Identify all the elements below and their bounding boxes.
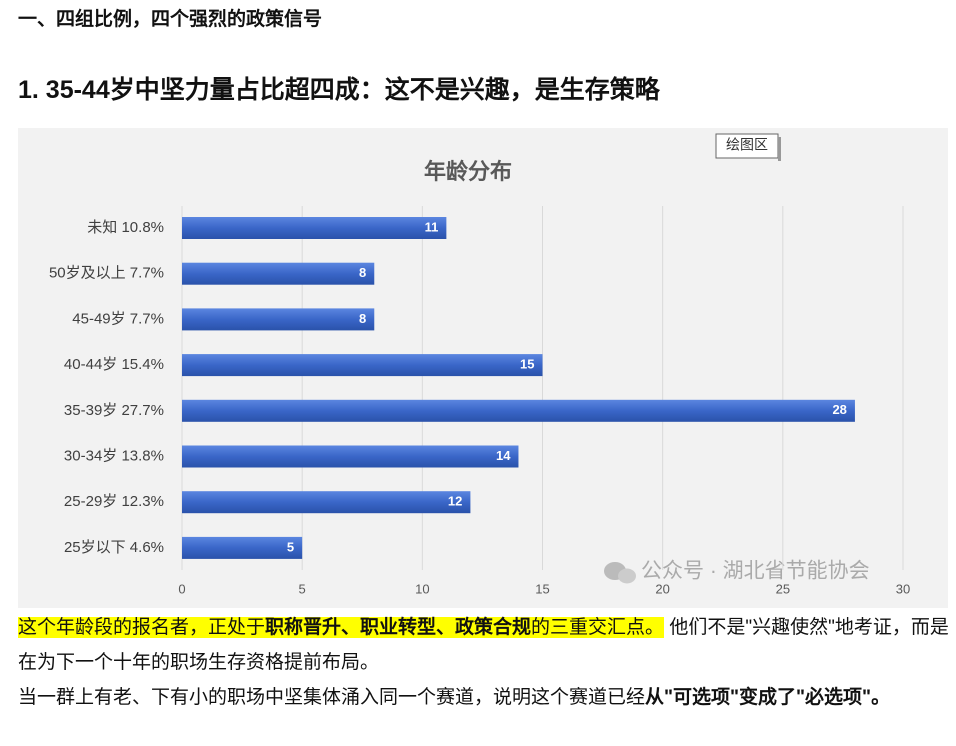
x-tick-label: 25 [776,581,790,596]
heading: 1. 35-44岁中坚力量占比超四成：这不是兴趣，是生存策略 [18,76,660,104]
y-tick-label: 40-44岁 15.4% [64,356,164,373]
value-label: 12 [448,494,462,509]
y-tick-label: 未知 10.8% [87,219,164,236]
bar [182,445,519,468]
x-tick-label: 15 [535,581,549,596]
y-tick-label: 35-39岁 27.7% [64,402,164,419]
value-label: 5 [287,539,294,554]
plot-area-label: 绘图区 [726,137,768,153]
value-label: 8 [359,311,366,326]
x-tick-label: 5 [299,581,306,596]
chart: 绘图区 年龄分布 公众号 · 湖北省节能协会 0 5 10 15 20 25 30 未知 10… [18,128,948,608]
text-run: 他们不是"兴趣使然"地考证，而是在为下一个十年的职场生存资格提前布局。 [18,617,949,673]
paragraph: 当一群上有老、下有小的职场中坚集体涌入同一个赛道，说明这个赛道已经从"可选项"变… [18,680,952,715]
y-tick-label: 25-29岁 12.3% [64,493,164,510]
section-heading: 一、四组比例，四个强烈的政策信号 [18,9,323,30]
bar [182,262,375,285]
bar [182,354,543,377]
paragraph: 这个年龄段的报名者，正处于职称晋升、职业转型、政策合规的三重交汇点。 他们不是"… [18,610,952,680]
y-tick-label: 25岁以下 4.6% [64,539,164,556]
value-label: 28 [832,402,846,417]
value-label: 15 [520,357,534,372]
bar [182,217,447,239]
y-tick-label: 50岁及以上 7.7% [49,265,164,282]
y-tick-label: 30-34岁 13.8% [64,447,164,464]
tag-shadow [778,137,781,161]
x-tick-label: 20 [655,581,669,596]
value-label: 14 [496,448,511,463]
text-run: 当一群上有老、下有小的职场中坚集体涌入同一个赛道，说明这个赛道已经 [18,687,646,708]
x-tick-label: 30 [896,581,910,596]
chart-title: 年龄分布 [424,159,512,184]
x-tick-label: 0 [178,581,185,596]
watermark: 公众号 · 湖北省节能协会 [641,560,870,583]
bar [182,491,471,514]
watermark-icon [604,562,636,584]
bar [182,399,855,422]
value-label: 8 [359,265,366,280]
text-run: 的三重交汇点。 [531,617,665,638]
plot-area-tag [715,133,779,159]
y-tick-label: 45-49岁 7.7% [72,310,164,327]
bar [182,308,375,331]
bar [182,536,303,559]
text-run: 这个年龄段的报名者，正处于 [18,617,266,638]
x-tick-label: 10 [415,581,429,596]
bold-run: 职称晋升、职业转型、政策合规 [265,617,532,638]
text-run: 这个年龄段的报名者，正处于职称晋升、职业转型、政策合规的三重交汇点。 [18,617,665,638]
bold-run: 从"可选项"变成了"必选项" [645,687,872,708]
bold-run: 。 [871,687,891,708]
value-label: 11 [425,219,439,234]
